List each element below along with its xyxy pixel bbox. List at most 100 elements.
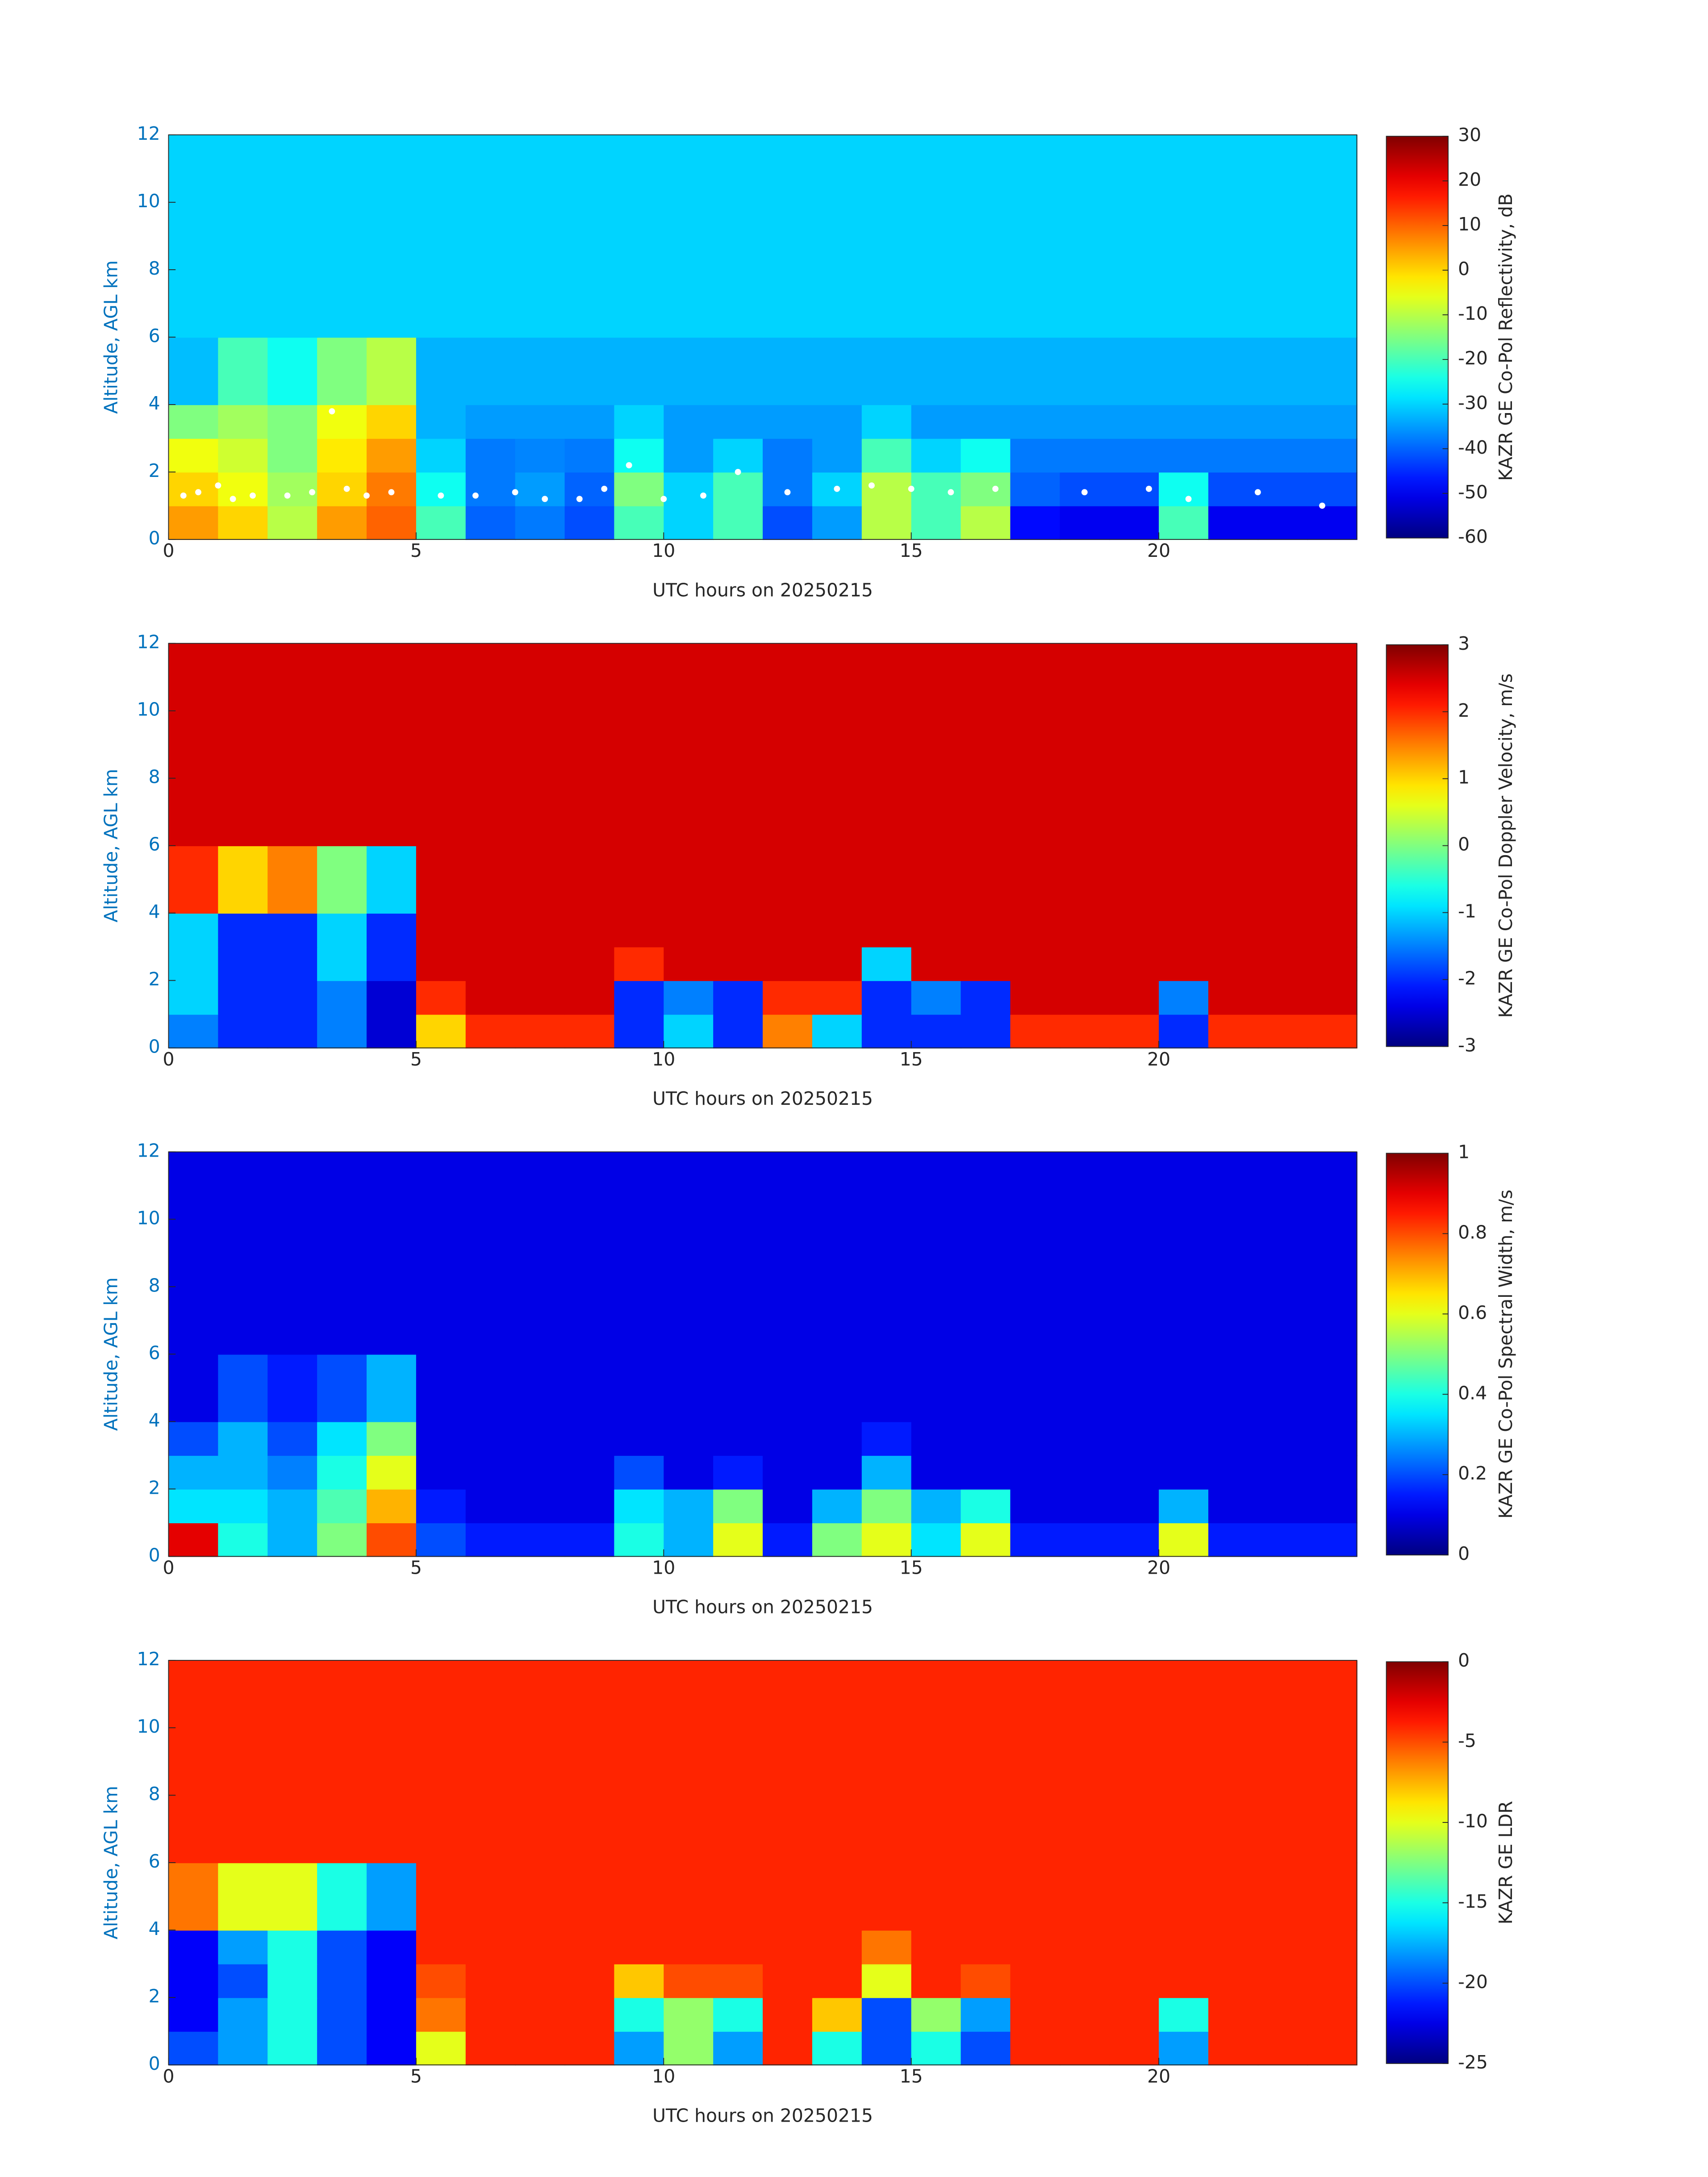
heatmap-cell xyxy=(1060,134,1110,338)
heatmap-cell xyxy=(861,845,912,914)
heatmap-cell xyxy=(1159,1354,1209,1422)
heatmap-cell xyxy=(861,1455,912,1490)
y-tick-label: 6 xyxy=(149,1342,160,1363)
heatmap-cell xyxy=(218,1863,268,1931)
heatmap-cell xyxy=(416,1354,467,1422)
heatmap-cell xyxy=(317,438,367,473)
heatmap-cell xyxy=(1208,1930,1259,1964)
heatmap-cell xyxy=(614,438,664,473)
y-tick-label: 8 xyxy=(149,258,160,279)
marker-point xyxy=(948,489,954,496)
heatmap-cell xyxy=(911,134,961,338)
heatmap-cell xyxy=(1060,472,1110,506)
heatmap-cell xyxy=(267,337,318,405)
heatmap-cell xyxy=(1159,1964,1209,1998)
heatmap-cell xyxy=(1109,506,1160,540)
heatmap-cell xyxy=(1159,438,1209,473)
heatmap-cell xyxy=(1060,1964,1110,1998)
heatmap-cell xyxy=(861,1863,912,1931)
y-tick-label: 8 xyxy=(149,1783,160,1805)
heatmap-cell xyxy=(1307,1421,1357,1456)
heatmap-cell xyxy=(416,1964,467,1998)
heatmap-cell xyxy=(1208,1964,1259,1998)
heatmap-cell xyxy=(1307,1660,1357,1864)
heatmap-cell xyxy=(664,134,714,338)
x-tick-label: 5 xyxy=(410,1049,422,1070)
heatmap-cell xyxy=(416,1660,467,1864)
heatmap-cell xyxy=(267,1930,318,1964)
heatmap-cell xyxy=(664,1455,714,1490)
heatmap-cell xyxy=(416,1863,467,1931)
x-tick-label: 15 xyxy=(900,2065,923,2087)
heatmap-cell xyxy=(1109,1997,1160,2032)
heatmap-cell xyxy=(812,1152,863,1355)
heatmap-cell xyxy=(861,472,912,506)
heatmap-cell xyxy=(366,2031,417,2066)
heatmap-cell xyxy=(614,2031,664,2066)
heatmap-cell xyxy=(911,1152,961,1355)
heatmap-cell xyxy=(1307,1014,1357,1049)
heatmap-cell xyxy=(960,1489,1011,1524)
heatmap-cell xyxy=(1257,337,1308,405)
heatmap-cell xyxy=(1109,1354,1160,1422)
heatmap-cell xyxy=(1208,1421,1259,1456)
heatmap-cell xyxy=(1208,337,1259,405)
colorbar-tick-label: 10 xyxy=(1458,213,1481,235)
heatmap-cell xyxy=(1159,1455,1209,1490)
heatmap-cell xyxy=(812,1455,863,1490)
heatmap-cell xyxy=(168,337,219,405)
heatmap-cell xyxy=(1257,472,1308,506)
heatmap-cell xyxy=(664,1354,714,1422)
heatmap-cell xyxy=(763,404,813,439)
heatmap-cell xyxy=(911,643,961,846)
heatmap-cell xyxy=(911,472,961,506)
heatmap-cell xyxy=(218,404,268,439)
heatmap-cell xyxy=(317,1964,367,1998)
heatmap-cell xyxy=(1109,1964,1160,1998)
heatmap-cell xyxy=(1208,845,1259,914)
heatmap-cell xyxy=(416,1522,467,1557)
heatmap-cell xyxy=(1010,1930,1061,1964)
heatmap-cell xyxy=(614,1152,664,1355)
heatmap-cell xyxy=(1010,472,1061,506)
y-tick-label: 6 xyxy=(149,1851,160,1872)
heatmap-cell xyxy=(1307,1152,1357,1355)
heatmap-cell xyxy=(713,643,764,846)
heatmap-cell xyxy=(317,1863,367,1931)
heatmap-cell xyxy=(317,337,367,405)
heatmap-cell xyxy=(1208,1997,1259,2032)
heatmap-cell xyxy=(1159,1660,1209,1864)
heatmap-cell xyxy=(1060,1489,1110,1524)
heatmap-cell xyxy=(960,472,1011,506)
heatmap-cell xyxy=(911,1964,961,1998)
heatmap-cell xyxy=(1257,845,1308,914)
heatmap-cell xyxy=(416,472,467,506)
heatmap-cell xyxy=(960,980,1011,1015)
heatmap-cell xyxy=(861,1354,912,1422)
heatmap-cell xyxy=(515,845,565,914)
heatmap-cell xyxy=(713,1152,764,1355)
marker-point xyxy=(472,492,479,499)
heatmap-cell xyxy=(1060,1863,1110,1931)
x-tick-label: 5 xyxy=(410,2065,422,2087)
heatmap-cell xyxy=(614,913,664,948)
heatmap-cell xyxy=(1159,2031,1209,2066)
heatmap-cell xyxy=(812,1354,863,1422)
heatmap-cell xyxy=(1208,1522,1259,1557)
heatmap-cell xyxy=(317,1660,367,1864)
heatmap-cell xyxy=(317,134,367,338)
heatmap-cell xyxy=(713,1455,764,1490)
heatmap-cell xyxy=(168,845,219,914)
heatmap-cell xyxy=(465,947,516,981)
heatmap-cell xyxy=(465,845,516,914)
heatmap-cell xyxy=(416,1152,467,1355)
heatmap-cell xyxy=(416,438,467,473)
heatmap-cell xyxy=(416,1014,467,1049)
heatmap-cell xyxy=(1208,980,1259,1015)
x-tick-label: 0 xyxy=(163,2065,174,2087)
heatmap-cell xyxy=(1010,1522,1061,1557)
heatmap-cell xyxy=(1208,506,1259,540)
heatmap-cell xyxy=(465,1930,516,1964)
heatmap-cell xyxy=(168,438,219,473)
heatmap-cell xyxy=(564,1354,615,1422)
